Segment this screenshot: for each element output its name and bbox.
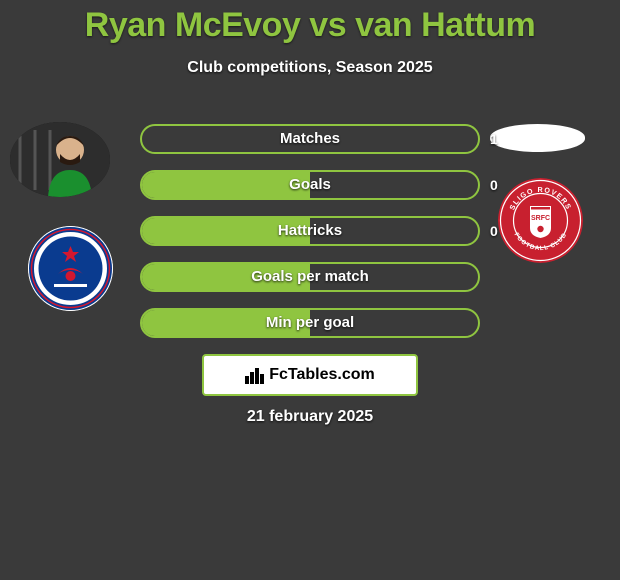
right-club-badge: SLIGO ROVERS FOOTBALL CLUB SRFC xyxy=(498,178,583,263)
date-text: 21 february 2025 xyxy=(0,408,620,426)
subtitle: Club competitions, Season 2025 xyxy=(0,59,620,77)
brand-tables: Tables xyxy=(288,366,338,383)
stats-list: Matches1 Goals0 Hattricks0 Goals per match M… xyxy=(140,124,480,354)
club-badge-icon xyxy=(28,226,113,311)
stat-right-value: 0 xyxy=(490,170,510,200)
stat-row: Matches1 xyxy=(140,124,480,154)
stat-row: Goals0 xyxy=(140,170,480,200)
comparison-card: Ryan McEvoy vs van Hattum Club competiti… xyxy=(0,0,620,580)
stat-label: Hattricks xyxy=(140,216,480,246)
page-title: Ryan McEvoy vs van Hattum xyxy=(0,0,620,45)
club-badge-icon: SLIGO ROVERS FOOTBALL CLUB SRFC xyxy=(498,178,583,263)
bar-chart-icon xyxy=(245,366,265,384)
stat-row: Goals per match xyxy=(140,262,480,292)
stat-right-value: 0 xyxy=(490,216,510,246)
svg-text:SRFC: SRFC xyxy=(531,215,550,222)
left-club-badge xyxy=(28,226,113,311)
stat-label: Goals per match xyxy=(140,262,480,292)
player-photo-placeholder-icon xyxy=(10,122,110,197)
brand-box: FcTables.com xyxy=(202,354,418,396)
stat-label: Matches xyxy=(140,124,480,154)
stat-label: Goals xyxy=(140,170,480,200)
brand-fc: Fc xyxy=(269,366,288,383)
stat-right-value: 1 xyxy=(490,124,510,154)
stat-label: Min per goal xyxy=(140,308,480,338)
left-player-photo xyxy=(10,122,110,197)
stat-row: Hattricks0 xyxy=(140,216,480,246)
brand-suffix: .com xyxy=(337,366,374,383)
brand-text: FcTables.com xyxy=(269,366,375,384)
stat-row: Min per goal xyxy=(140,308,480,338)
